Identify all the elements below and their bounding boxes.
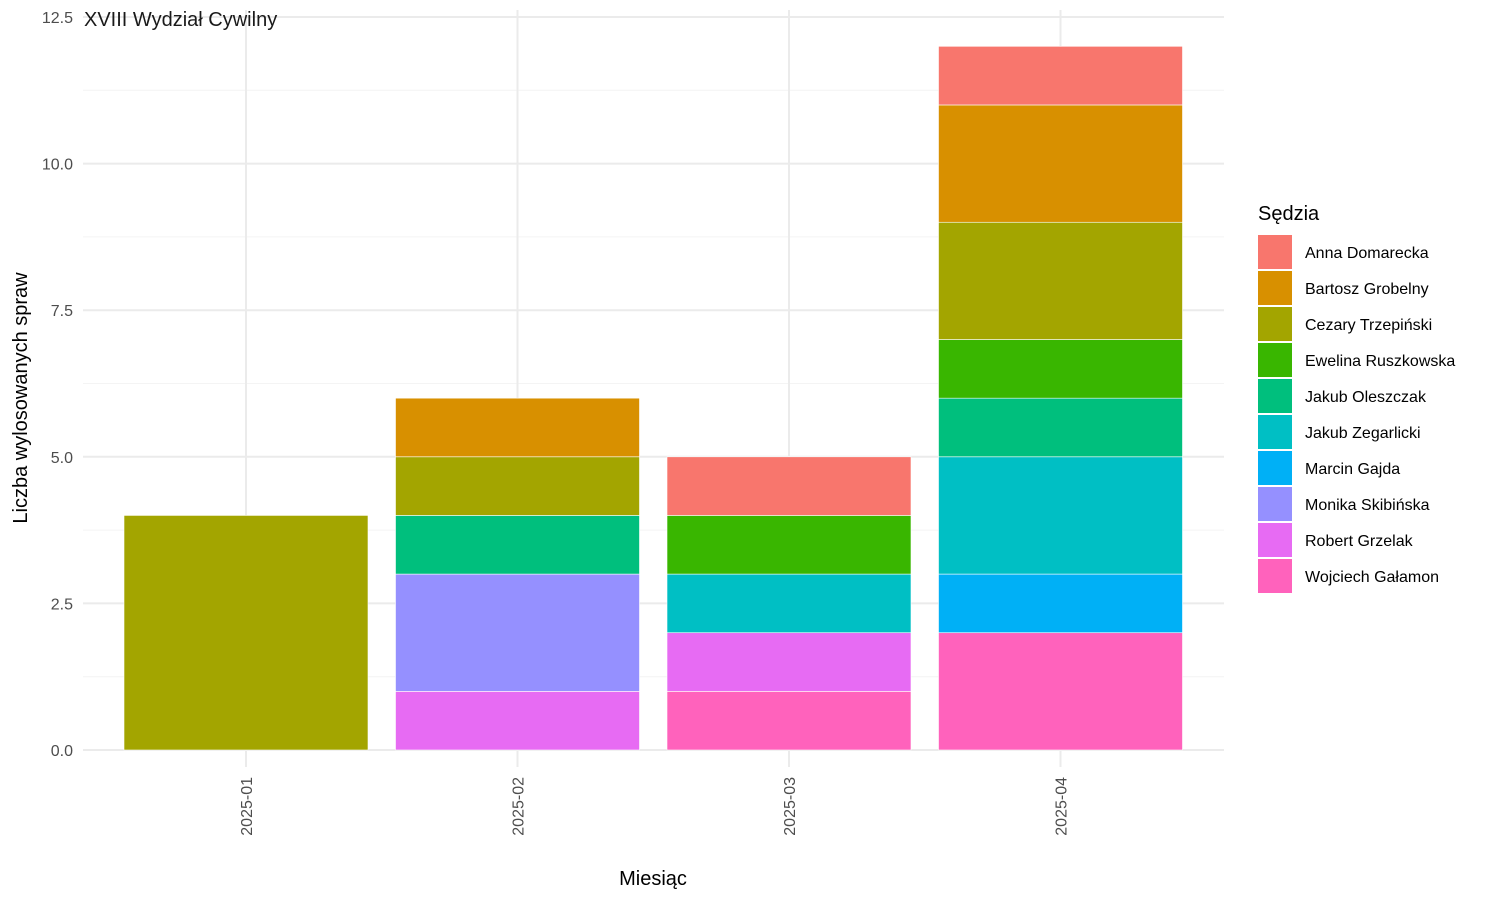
y-tick-label: 2.5 [51, 596, 73, 613]
legend-label: Monika Skibińska [1305, 497, 1430, 514]
bar-segment [938, 46, 1183, 106]
legend-key [1258, 523, 1292, 557]
chart-title: XVIII Wydział Cywilny [84, 9, 277, 31]
legend-label: Jakub Zegarlicki [1305, 425, 1421, 442]
legend-key [1258, 379, 1292, 413]
bars [123, 46, 1183, 751]
legend-label: Bartosz Grobelny [1305, 281, 1429, 298]
legend-label: Wojciech Gałamon [1305, 569, 1439, 586]
bar-segment [938, 397, 1183, 458]
bar-segment [938, 456, 1183, 575]
y-tick-label: 0.0 [51, 743, 73, 760]
legend-key [1258, 343, 1292, 377]
legend-key [1258, 559, 1292, 593]
legend-label: Robert Grzelak [1305, 533, 1414, 550]
legend-key [1258, 307, 1292, 341]
bar-segment [123, 515, 369, 751]
legend: Sędzia Anna Domarecka Bartosz Grobelny Cez… [1258, 203, 1455, 593]
y-tick-label: 5.0 [51, 450, 73, 467]
bar-segment [395, 397, 640, 458]
bar-segment [395, 515, 640, 575]
bar-segment [938, 632, 1183, 751]
bar-segment [666, 632, 912, 692]
bar-segment [666, 456, 912, 516]
bar-segment [938, 339, 1183, 399]
y-tick-label: 7.5 [51, 303, 73, 320]
y-axis-ticks: 0.0 2.5 5.0 7.5 10.0 12.5 [42, 10, 73, 760]
legend-label: Marcin Gajda [1305, 461, 1400, 478]
legend-label: Jakub Oleszczak [1305, 389, 1427, 406]
bar-segment [938, 221, 1183, 340]
x-axis-title: Miesiąc [619, 868, 687, 890]
bar-segment [938, 104, 1183, 223]
legend-key [1258, 271, 1292, 305]
bar-segment [666, 691, 912, 751]
x-axis-ticks: 2025-01 2025-02 2025-03 2025-04 [239, 777, 1071, 836]
legend-key [1258, 415, 1292, 449]
bar-segment [395, 456, 640, 516]
x-tick-label: 2025-04 [1054, 777, 1071, 836]
legend-key [1258, 487, 1292, 521]
bar-segment [666, 573, 912, 634]
legend-label: Anna Domarecka [1305, 245, 1429, 262]
bar-segment [938, 573, 1183, 634]
bar-segment [666, 515, 912, 575]
x-tick-label: 2025-02 [511, 777, 528, 836]
bar-segment [395, 573, 640, 692]
legend-label: Ewelina Ruszkowska [1305, 353, 1455, 370]
bar-segment [395, 691, 640, 751]
y-tick-label: 10.0 [42, 157, 73, 174]
legend-key [1258, 451, 1292, 485]
legend-title: Sędzia [1258, 203, 1320, 225]
legend-key [1258, 235, 1292, 269]
y-tick-label: 12.5 [42, 10, 73, 27]
legend-label: Cezary Trzepiński [1305, 317, 1432, 334]
x-tick-label: 2025-03 [782, 777, 799, 836]
y-axis-title: Liczba wylosowanych spraw [10, 272, 32, 524]
x-tick-label: 2025-01 [239, 777, 256, 836]
